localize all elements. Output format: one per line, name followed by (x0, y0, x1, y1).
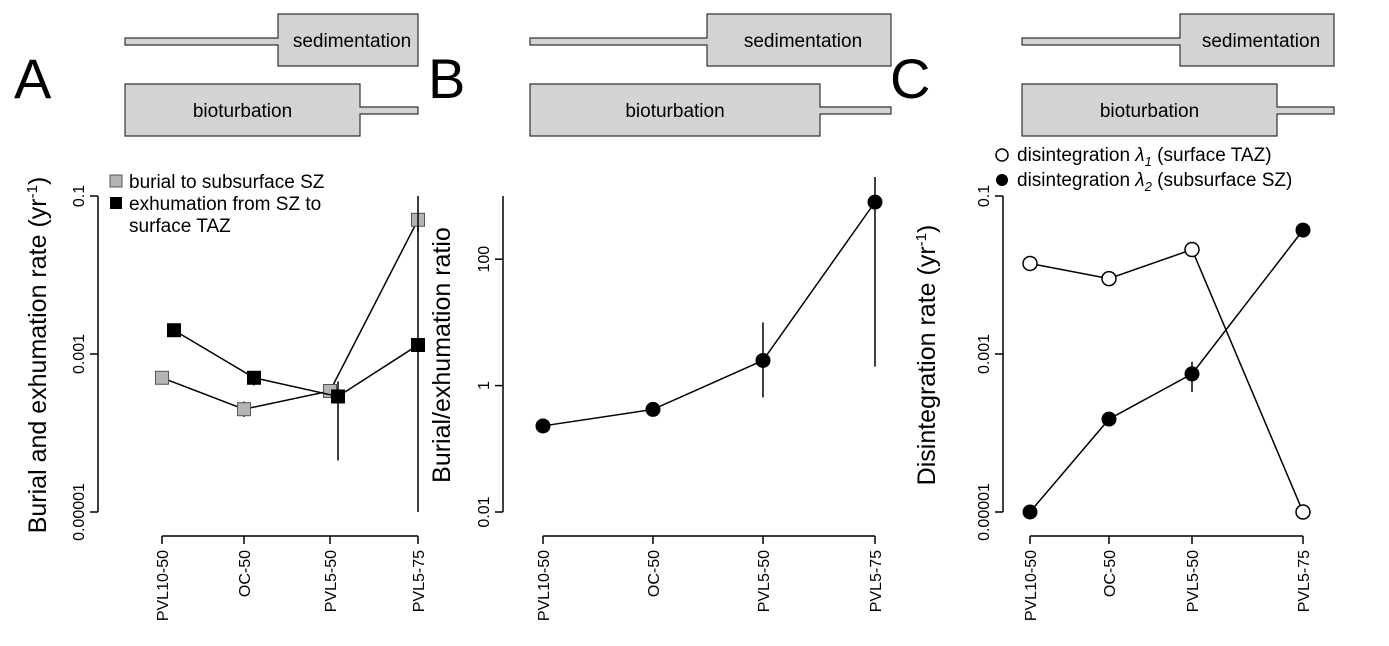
x-tick-label: PVL10-50 (1023, 550, 1040, 621)
y-tick-label: 0.001 (71, 334, 88, 374)
x-tick-label: OC-50 (237, 550, 254, 597)
legend-suffix: (subsurface SZ) (1152, 170, 1292, 191)
legend-label: burial to subsurface SZ (129, 172, 325, 193)
sedimentation-label: sedimentation (293, 31, 411, 52)
sedimentation-bar (124, 13, 419, 67)
bioturbation-label: bioturbation (193, 101, 292, 122)
data-point (155, 370, 169, 385)
series-1 (535, 176, 883, 434)
y-axis-title: Disintegration rate (yr-1) (913, 225, 941, 486)
series-line (1029, 229, 1304, 513)
sedimentation-label: sedimentation (744, 31, 862, 52)
series-1 (1022, 241, 1311, 520)
data-point (167, 323, 181, 338)
legend-label: exhumation from SZ to (129, 194, 321, 215)
data-point (411, 337, 425, 352)
legend-lambda: λ (1134, 145, 1144, 166)
series-2 (167, 196, 425, 512)
data-point (755, 352, 771, 368)
data-point (1022, 504, 1038, 520)
y-tick-label: 0.00001 (976, 483, 993, 541)
x-tick-label: PVL10-50 (155, 550, 172, 621)
legend: disintegration λ1 (surface TAZ)disintegr… (995, 145, 1292, 194)
legend-subscript: 1 (1145, 154, 1152, 169)
data-point (645, 401, 661, 417)
y-axis-title-text: Burial/exhumation ratio (428, 227, 456, 483)
x-tick-label: PVL10-50 (536, 550, 553, 621)
y-tick-label: 0.1 (976, 185, 993, 207)
x-tick-label: PVL5-50 (323, 550, 340, 612)
series-line (161, 219, 419, 410)
legend-label-line2: surface TAZ (129, 216, 231, 237)
legend-prefix: disintegration (1017, 170, 1135, 191)
data-point (1101, 411, 1117, 427)
series-line (1029, 248, 1304, 513)
y-axis-title: Burial and exhumation rate (yr-1) (24, 177, 52, 534)
data-point (867, 194, 883, 210)
data-point (535, 418, 551, 434)
legend-label: disintegration λ1 (surface TAZ) (1017, 145, 1272, 169)
y-tick-label: 1 (476, 381, 493, 390)
x-tick-label: PVL5-75 (411, 550, 428, 612)
x-tick-label: PVL5-50 (756, 550, 773, 612)
sedimentation-bar (1021, 13, 1335, 67)
legend-prefix: disintegration (1017, 145, 1135, 166)
legend-label: disintegration λ2 (subsurface SZ) (1017, 170, 1292, 194)
bioturbation-bar (124, 83, 419, 137)
panel-letter: C (890, 47, 930, 110)
legend-marker (995, 148, 1009, 162)
data-point (1295, 222, 1311, 238)
data-point (1022, 255, 1038, 272)
y-axis-title-superscript: -1 (913, 233, 930, 246)
y-axis-title-superscript: -1 (24, 185, 41, 198)
data-point (237, 402, 251, 417)
data-point (331, 389, 345, 404)
legend-subscript: 2 (1144, 179, 1153, 194)
data-point (1184, 241, 1200, 258)
y-tick-label: 0.01 (476, 496, 493, 527)
y-tick-label: 0.001 (976, 334, 993, 374)
data-point (247, 370, 261, 385)
series-2 (1022, 222, 1311, 520)
bioturbation-label: bioturbation (1100, 101, 1199, 122)
x-tick-label: OC-50 (1102, 550, 1119, 597)
bioturbation-label: bioturbation (625, 101, 724, 122)
series-1 (155, 212, 425, 417)
bioturbation-bar (1021, 83, 1335, 137)
series-line (173, 329, 419, 398)
y-tick-label: 100 (476, 246, 493, 273)
panel-letter: A (14, 47, 52, 110)
panel-letter: B (428, 47, 465, 110)
x-tick-label: PVL5-75 (1296, 550, 1313, 612)
y-tick-label: 0.00001 (71, 483, 88, 541)
x-tick-label: PVL5-75 (868, 550, 885, 612)
data-point (1295, 504, 1311, 520)
y-tick-label: 0.1 (71, 185, 88, 207)
series-line (542, 201, 876, 427)
legend-marker (109, 174, 123, 188)
y-axis-title-text: Disintegration rate (yr (913, 246, 941, 485)
y-axis-title: Burial/exhumation ratio (428, 227, 456, 483)
data-point (1184, 366, 1200, 382)
sedimentation-bar (529, 13, 892, 67)
legend-marker (110, 197, 122, 209)
legend-marker (996, 174, 1008, 186)
legend-lambda: λ (1134, 170, 1144, 191)
x-tick-label: OC-50 (646, 550, 663, 597)
y-axis-title-text: Burial and exhumation rate (yr (24, 198, 52, 533)
data-point (1101, 270, 1117, 287)
sedimentation-label: sedimentation (1202, 31, 1320, 52)
legend-suffix: (surface TAZ) (1152, 145, 1272, 166)
y-axis-title-close: ) (24, 177, 52, 185)
bioturbation-bar (529, 83, 892, 137)
x-tick-label: PVL5-50 (1185, 550, 1202, 612)
y-axis-title-close: ) (913, 225, 941, 233)
